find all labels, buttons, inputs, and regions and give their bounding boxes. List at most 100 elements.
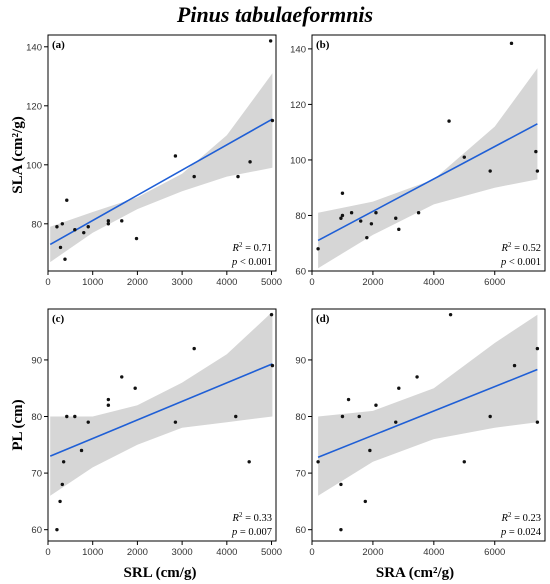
data-point <box>58 245 63 250</box>
p-value-stat: p = 0.024 <box>500 527 542 538</box>
x-tick-label: 2000 <box>127 547 148 558</box>
x-tick-label: 6000 <box>484 547 505 558</box>
plot-frame <box>311 34 546 272</box>
r-squared-stat: R2 = 0.33 <box>232 511 272 524</box>
data-point <box>73 414 77 419</box>
data-point <box>339 482 343 487</box>
y-tick-label: 100 <box>26 160 42 171</box>
data-point <box>120 375 124 379</box>
x-tick-label: 0 <box>45 547 50 558</box>
data-point <box>106 397 111 402</box>
y-tick-label: 140 <box>26 42 42 53</box>
y-tick-label: 140 <box>290 44 306 55</box>
x-tick-label: 0 <box>309 547 314 558</box>
x-tick-label: 1000 <box>82 547 103 558</box>
data-point <box>173 154 178 158</box>
data-point <box>270 118 275 123</box>
data-point <box>173 420 178 424</box>
y-tick-label: 90 <box>295 355 306 366</box>
data-point <box>247 460 251 464</box>
data-point <box>79 448 84 453</box>
data-point <box>374 403 378 407</box>
data-point <box>397 227 401 232</box>
data-point <box>55 225 59 229</box>
p-value-stat: p < 0.001 <box>231 257 272 268</box>
data-point <box>535 420 540 424</box>
x-tick-label: 5000 <box>261 547 282 558</box>
data-point <box>236 174 240 179</box>
data-point <box>192 346 196 351</box>
data-point <box>339 527 343 532</box>
data-point <box>416 210 421 215</box>
data-point <box>268 39 273 43</box>
data-point <box>374 210 378 215</box>
x-tick-label: 6000 <box>484 277 505 288</box>
data-point <box>340 414 345 419</box>
data-point <box>509 41 514 46</box>
data-point <box>60 482 65 487</box>
y-tick-label: 80 <box>31 412 42 423</box>
data-point <box>106 219 111 223</box>
plot-frame <box>311 308 546 542</box>
x-tick-label: 4000 <box>423 547 444 558</box>
y-tick-label: 80 <box>295 412 306 423</box>
panel-a: 0 1000 2000 3000 4000 5000 80 100 120 140 (a) R2 = … <box>26 34 282 288</box>
data-point <box>61 460 66 464</box>
data-point <box>535 169 540 173</box>
data-point <box>58 499 62 504</box>
data-point <box>316 247 320 251</box>
panel-b: 0 2000 4000 6000 60 80 100 120 140 (b) R2 = 0.52 p … <box>290 34 546 288</box>
y-tick-label: 70 <box>31 469 42 480</box>
x-tick-label: 1000 <box>82 277 103 288</box>
data-point <box>248 160 252 164</box>
x-tick-label: 0 <box>309 277 314 288</box>
y-axis-label-bottom: PL (cm) <box>10 399 26 450</box>
data-point <box>270 363 275 368</box>
data-point <box>339 216 343 220</box>
x-axis-label-right: SRA (cm²/g) <box>376 565 454 581</box>
x-tick-label: 4000 <box>216 277 237 288</box>
data-point <box>86 225 90 229</box>
regression-line <box>317 123 538 242</box>
y-tick-label: 60 <box>295 267 306 278</box>
data-point <box>488 169 492 173</box>
x-tick-label: 4000 <box>423 277 444 288</box>
panel-d: 0 2000 4000 6000 60 70 80 90 (d) R2 = 0.23 p = 0.0… <box>295 308 546 558</box>
data-point <box>340 213 345 218</box>
data-point <box>349 210 354 215</box>
confidence-band <box>50 311 273 496</box>
y-tick-label: 70 <box>295 469 306 480</box>
y-tick-label: 120 <box>290 100 306 111</box>
data-point <box>415 375 419 379</box>
data-point <box>512 363 517 368</box>
data-point <box>394 420 398 424</box>
x-tick-label: 2000 <box>362 277 383 288</box>
data-point <box>120 219 124 223</box>
x-tick-label: 3000 <box>172 547 193 558</box>
data-point <box>365 235 369 240</box>
data-point <box>73 228 77 232</box>
regression-line <box>49 363 273 457</box>
data-point <box>82 230 86 235</box>
y-tick-label: 90 <box>31 355 42 366</box>
data-point <box>535 346 540 351</box>
x-tick-label: 3000 <box>172 277 193 288</box>
x-axis-label-left: SRL (cm/g) <box>124 565 197 581</box>
y-axis-label-top: SLA (cm²/g) <box>10 116 26 193</box>
p-value-stat: p < 0.001 <box>500 257 541 268</box>
data-point <box>55 527 59 532</box>
figure-title: Pinus tabulaeformnis <box>176 2 373 27</box>
r-squared-stat: R2 = 0.23 <box>501 511 541 524</box>
data-point <box>447 119 451 123</box>
y-tick-label: 60 <box>31 525 42 536</box>
x-tick-label: 5000 <box>261 277 282 288</box>
confidence-band <box>50 73 273 263</box>
data-point <box>346 397 351 402</box>
data-point <box>462 155 466 159</box>
data-point <box>534 149 538 154</box>
panel-label: (a) <box>52 39 65 51</box>
y-tick-label: 80 <box>31 219 42 230</box>
data-point <box>106 222 111 226</box>
data-point <box>134 236 139 241</box>
